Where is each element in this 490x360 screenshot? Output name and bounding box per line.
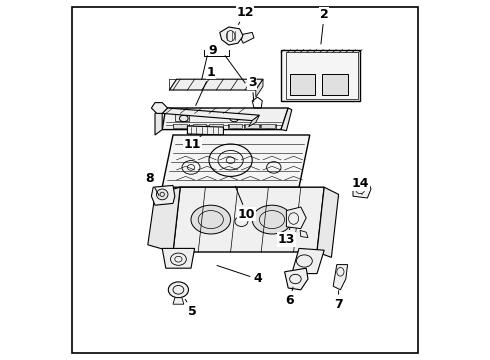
Bar	[209, 124, 222, 128]
Text: 5: 5	[185, 300, 197, 318]
Polygon shape	[281, 50, 360, 101]
Bar	[290, 74, 315, 95]
Text: 11: 11	[184, 135, 202, 150]
Polygon shape	[353, 180, 371, 198]
Text: 1: 1	[196, 66, 215, 105]
Text: 4: 4	[217, 265, 262, 285]
Polygon shape	[151, 103, 168, 113]
Polygon shape	[292, 248, 324, 274]
Polygon shape	[162, 248, 195, 268]
Polygon shape	[248, 115, 259, 127]
Polygon shape	[256, 79, 263, 97]
Polygon shape	[151, 185, 175, 205]
Text: 14: 14	[351, 177, 369, 194]
Ellipse shape	[252, 205, 292, 234]
Polygon shape	[155, 108, 162, 135]
Ellipse shape	[156, 189, 168, 200]
Polygon shape	[148, 187, 180, 252]
Bar	[173, 124, 187, 128]
Bar	[229, 124, 243, 128]
Text: 2: 2	[320, 8, 329, 44]
Ellipse shape	[169, 282, 189, 298]
Polygon shape	[173, 298, 184, 304]
Bar	[322, 74, 347, 95]
Polygon shape	[286, 207, 306, 229]
Polygon shape	[175, 110, 189, 121]
Text: 10: 10	[235, 186, 256, 221]
Text: 9: 9	[208, 44, 217, 57]
Polygon shape	[333, 265, 347, 290]
Polygon shape	[242, 32, 254, 43]
Polygon shape	[220, 27, 243, 45]
Polygon shape	[162, 135, 310, 187]
Text: 6: 6	[286, 287, 294, 307]
Text: 3: 3	[248, 76, 256, 102]
Polygon shape	[300, 230, 308, 238]
Text: 13: 13	[278, 228, 295, 246]
Polygon shape	[317, 187, 339, 257]
Polygon shape	[285, 268, 308, 290]
Text: 12: 12	[236, 6, 254, 24]
Text: 7: 7	[334, 291, 343, 311]
Ellipse shape	[191, 205, 231, 234]
Bar	[193, 124, 206, 128]
Polygon shape	[281, 108, 292, 131]
Polygon shape	[170, 79, 263, 90]
Bar	[261, 124, 275, 128]
Polygon shape	[187, 126, 223, 135]
Bar	[245, 124, 259, 128]
Polygon shape	[162, 108, 288, 130]
Polygon shape	[173, 187, 324, 252]
Polygon shape	[162, 108, 259, 121]
Text: 8: 8	[146, 172, 159, 195]
